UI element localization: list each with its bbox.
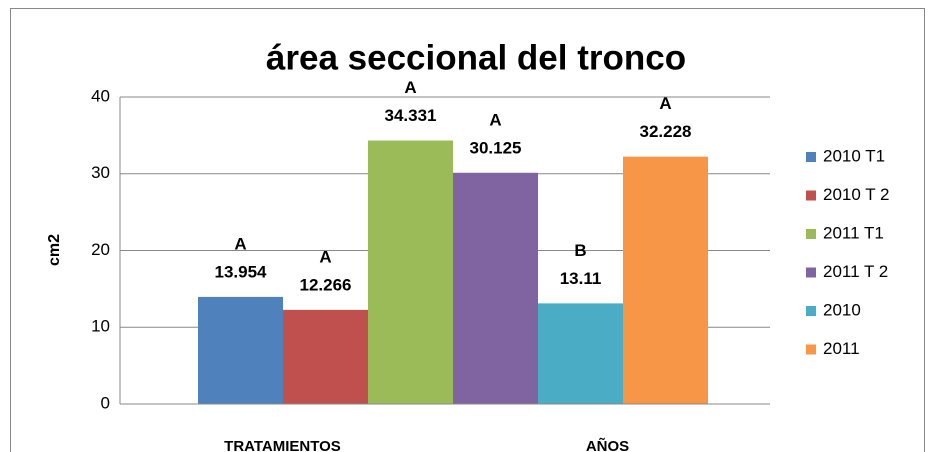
- legend-swatch: [806, 267, 816, 278]
- significance-letter: A: [319, 247, 331, 266]
- bar: [198, 296, 283, 404]
- legend-label: 2010 T 2: [823, 185, 890, 204]
- bar: [283, 309, 368, 404]
- significance-letter: A: [404, 78, 416, 97]
- legend-swatch: [806, 190, 816, 201]
- significance-letter: B: [574, 241, 586, 260]
- data-label: 30.125: [470, 138, 522, 157]
- y-tick-label: 20: [91, 240, 110, 259]
- x-tick-label: TRATAMIENTOS: [224, 438, 341, 452]
- chart-title: área seccional del tronco: [266, 38, 686, 77]
- data-label: 34.331: [385, 106, 437, 125]
- y-tick-label: 10: [91, 317, 110, 336]
- bar: [623, 156, 708, 404]
- legend-swatch: [806, 229, 816, 239]
- y-tick-label: 30: [91, 163, 110, 182]
- y-axis-label: cm2: [46, 234, 63, 266]
- legend-swatch: [806, 306, 816, 316]
- x-tick-label: AÑOS: [586, 437, 629, 452]
- legend-swatch: [806, 344, 816, 355]
- data-label: 13.11: [560, 269, 602, 288]
- y-tick-label: 0: [101, 393, 110, 412]
- bar: [453, 172, 538, 404]
- significance-letter: A: [234, 234, 246, 253]
- bar: [538, 303, 623, 404]
- bar: [368, 140, 453, 404]
- data-label: 13.954: [215, 262, 268, 281]
- legend-label: 2011 T1: [823, 223, 884, 242]
- legend-label: 2011 T 2: [823, 262, 888, 281]
- significance-letter: A: [659, 94, 671, 113]
- data-label: 12.266: [300, 275, 352, 294]
- legend-label: 2010 T1: [823, 146, 885, 165]
- significance-letter: A: [489, 110, 501, 129]
- legend-label: 2011: [823, 339, 860, 358]
- data-label: 32.228: [640, 122, 692, 141]
- y-tick-label: 40: [91, 86, 110, 105]
- legend-swatch: [806, 152, 816, 162]
- legend-label: 2010: [823, 300, 861, 319]
